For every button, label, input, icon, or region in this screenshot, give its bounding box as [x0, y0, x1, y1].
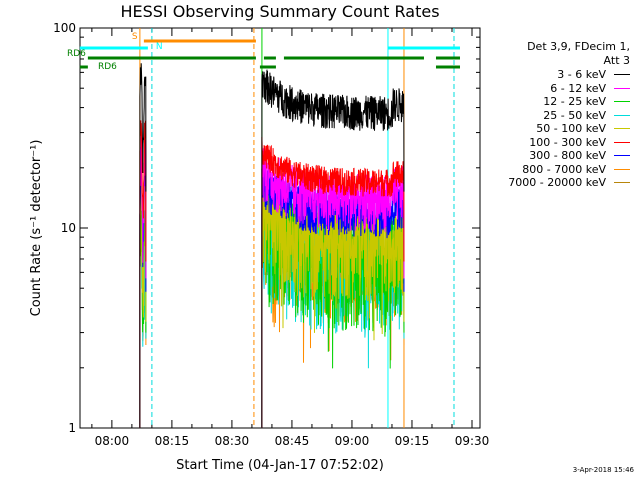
x-tick-label: 09:15 [395, 434, 430, 448]
flag-label: N [156, 42, 163, 52]
x-axis-label: Start Time (04-Jan-17 07:52:02) [176, 458, 384, 473]
y-tick-label: 100 [53, 21, 76, 35]
x-tick-label: 08:45 [275, 434, 310, 448]
legend-item: 25 - 50 keV [470, 109, 630, 122]
legend-swatch [614, 101, 630, 102]
legend-swatch [614, 128, 630, 129]
legend-header-line2: Att 3 [603, 54, 630, 67]
legend-swatch [614, 114, 630, 116]
series-line [139, 120, 147, 428]
x-tick-label: 08:30 [215, 434, 250, 448]
chart-title: HESSI Observing Summary Count Rates [120, 2, 439, 21]
legend-swatch [614, 87, 630, 89]
legend-item: 50 - 100 keV [470, 122, 630, 135]
legend-item-label: 3 - 6 keV [557, 68, 606, 81]
legend-item-label: 100 - 300 keV [529, 135, 606, 149]
x-tick-label: 08:15 [155, 434, 190, 448]
legend-item-label: 25 - 50 keV [543, 108, 606, 122]
series-line [261, 136, 405, 428]
legend-item: 12 - 25 keV [470, 95, 630, 108]
legend-swatch [614, 74, 630, 75]
flag-label: S [132, 32, 138, 42]
y-tick-label: 1 [68, 421, 76, 435]
legend-item: 100 - 300 keV [470, 136, 630, 149]
legend-header-line1: Det 3,9, FDecim 1, [527, 40, 630, 53]
y-tick-label: 10 [61, 221, 76, 235]
legend-swatch [614, 141, 630, 143]
legend-swatch [614, 168, 630, 170]
flag-label: RD6 [98, 62, 117, 72]
legend-item-label: 300 - 800 keV [529, 149, 606, 162]
x-tick-label: 09:00 [335, 434, 370, 448]
legend-item-label: 800 - 7000 keV [522, 162, 606, 176]
legend-item: 7000 - 20000 keV [470, 176, 630, 189]
legend-item: 6 - 12 keV [470, 82, 630, 95]
x-tick-label: 09:30 [455, 434, 490, 448]
timestamp-footer: 3-Apr-2018 15:46 [572, 466, 634, 474]
y-axis-label: Count Rate (s⁻¹ detector⁻¹) [29, 140, 44, 317]
legend-item: 300 - 800 keV [470, 149, 630, 162]
legend-item: 800 - 7000 keV [470, 163, 630, 176]
x-tick-label: 08:00 [95, 434, 130, 448]
legend-item-label: 7000 - 20000 keV [508, 176, 606, 189]
legend-item: 3 - 6 keV [470, 68, 630, 81]
legend-item-label: 12 - 25 keV [543, 95, 606, 108]
flag-label: RD6 [67, 49, 86, 59]
legend-item-label: 6 - 12 keV [550, 81, 606, 95]
legend-swatch [614, 155, 630, 156]
series-line [139, 63, 147, 428]
series-line [261, 69, 405, 428]
legend-item-label: 50 - 100 keV [536, 122, 606, 135]
legend-swatch [614, 182, 630, 183]
